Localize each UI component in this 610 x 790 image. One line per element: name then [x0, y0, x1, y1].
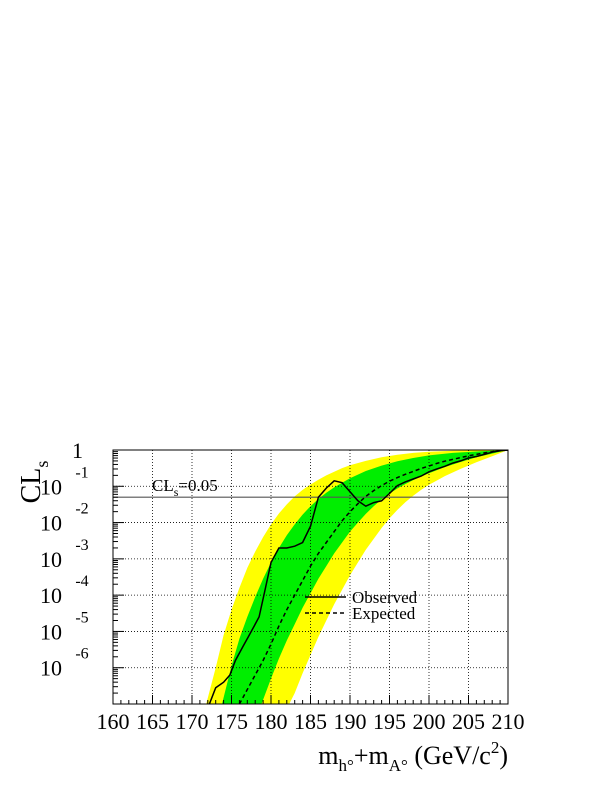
x-tick-label: 195	[373, 709, 406, 734]
y-tick-label: 10	[40, 656, 62, 681]
y-tick-label: 10	[40, 547, 62, 572]
y-tick-label: 10	[40, 474, 62, 499]
reference-label-base: CL	[152, 476, 174, 495]
legend-expected-label: Expected	[352, 604, 416, 623]
series-lines	[208, 450, 508, 704]
x-tick-label: 180	[255, 709, 288, 734]
x-axis-label-close: )	[499, 741, 508, 770]
y-tick-label: 10	[40, 619, 62, 644]
x-axis-label-sub1: h°	[339, 756, 354, 775]
y-tick-label: 10	[40, 511, 62, 536]
x-tick-label: 210	[492, 709, 525, 734]
legend-observed-label: Observed	[352, 588, 418, 607]
confidence-bands	[206, 450, 508, 704]
reference-line-group: CLs=0.05	[113, 476, 508, 499]
y-tick-label: 10	[40, 583, 62, 608]
y-tick-exponent: -2	[75, 501, 88, 518]
series-expected-line	[238, 450, 508, 704]
y-tick-label: 1	[72, 438, 83, 463]
y-tick-exponent: -6	[75, 646, 88, 663]
reference-label-sub: s	[174, 485, 179, 499]
x-tick-label: 160	[97, 709, 130, 734]
x-axis-label-plus: +m	[354, 741, 389, 770]
y-axis-label-base: CL	[16, 468, 47, 504]
x-tick-label: 175	[215, 709, 248, 734]
reference-line-label: CLs=0.05	[152, 476, 218, 499]
y-tick-exponent: -3	[75, 537, 88, 554]
y-axis-label-sub: s	[32, 461, 52, 468]
x-tick-label: 200	[413, 709, 446, 734]
x-axis-ticks: 160 165 170 175 180 185 190 195 200 205 210	[97, 695, 525, 734]
x-axis-label-unit: (GeV/c	[408, 741, 491, 770]
y-tick-exponent: -4	[75, 573, 88, 590]
reference-label-rest: =0.05	[178, 476, 217, 495]
x-axis-label-sub2: A°	[389, 756, 408, 775]
x-tick-label: 185	[294, 709, 327, 734]
x-axis-label: mh°+mA° (GeV/c2)	[318, 738, 508, 775]
y-axis-ticks: 1-1 10 -2 10 -3 10 -4 10 -5 10 -6 10	[40, 438, 124, 694]
x-tick-label: 165	[136, 709, 169, 734]
x-axis-label-m1: m	[318, 741, 338, 770]
x-tick-label: 205	[452, 709, 485, 734]
y-tick-exponent: -1	[75, 464, 88, 481]
y-axis-label: CLs	[16, 461, 52, 504]
x-tick-label: 190	[334, 709, 367, 734]
x-axis-label-sup: 2	[491, 738, 500, 757]
y-tick-exponent: -5	[75, 609, 88, 626]
band-1sigma	[222, 450, 508, 704]
x-tick-label: 170	[176, 709, 209, 734]
series-observed-line	[208, 450, 508, 704]
